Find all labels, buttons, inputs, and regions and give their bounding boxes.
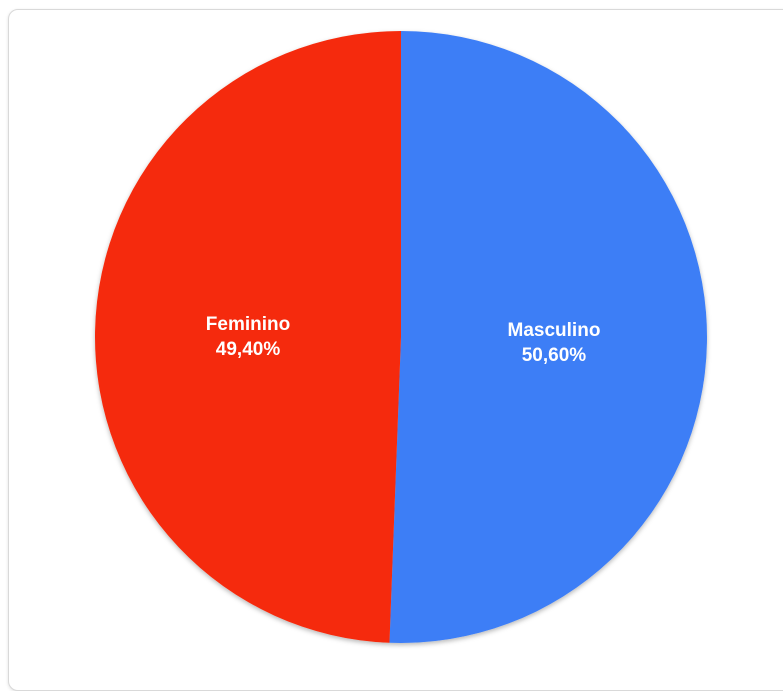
pie-chart: Masculino 50,60% Feminino 49,40% [94, 31, 707, 643]
slice-label-feminino: Feminino [206, 314, 290, 335]
pie-slice-masculino [389, 31, 707, 643]
slice-value-masculino: 50,60% [522, 345, 587, 366]
pie-slices [94, 31, 707, 643]
pie-labels: Masculino 50,60% Feminino 49,40% [206, 314, 601, 366]
pie-slice-feminino [94, 31, 402, 643]
slice-value-feminino: 49,40% [216, 339, 281, 360]
slice-label-masculino: Masculino [508, 320, 601, 341]
